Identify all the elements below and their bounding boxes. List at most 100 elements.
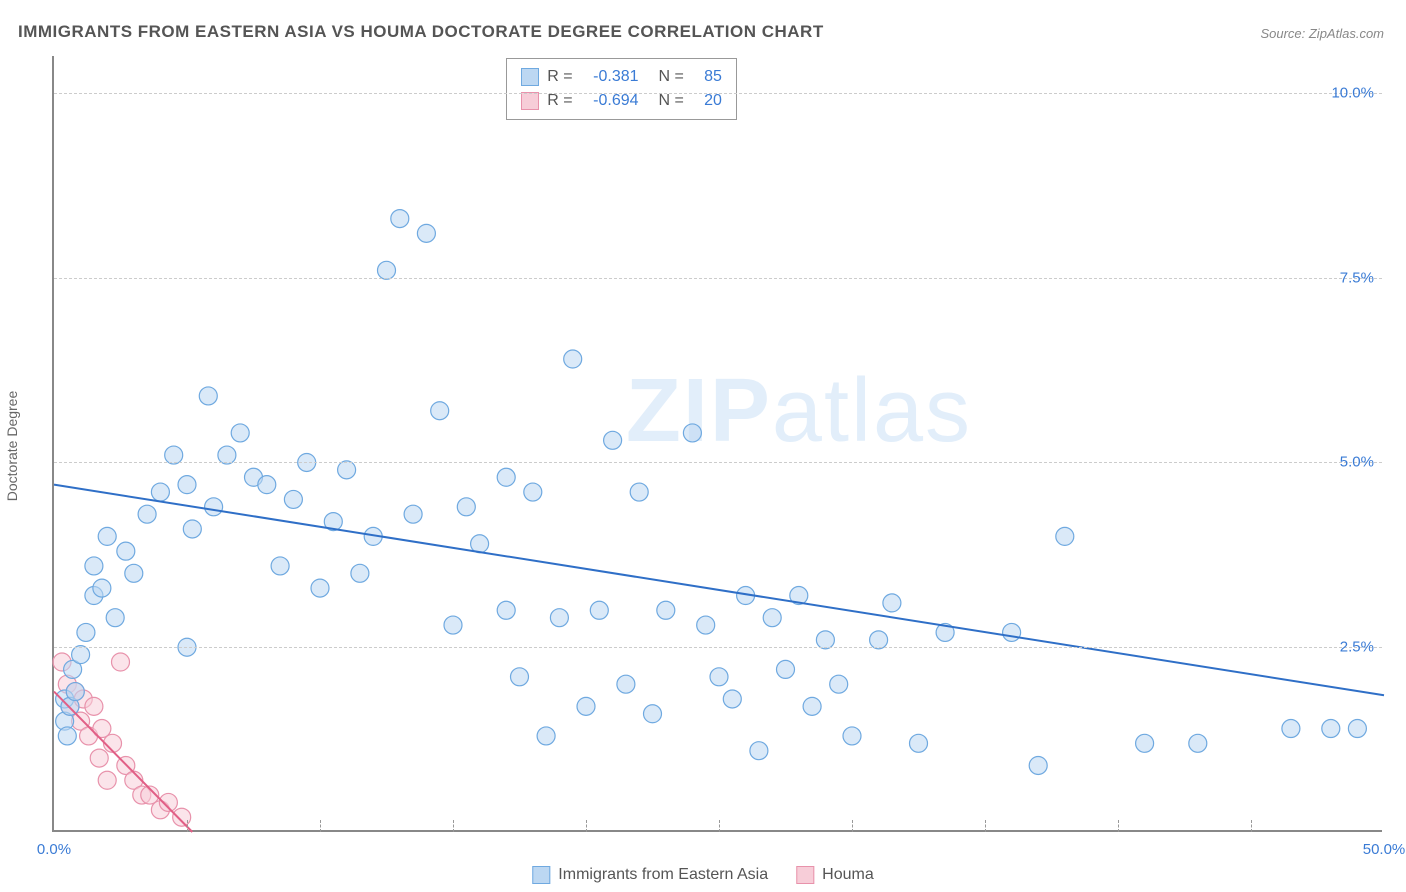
data-point <box>231 424 249 442</box>
data-point <box>112 653 130 671</box>
data-point <box>843 727 861 745</box>
data-point <box>351 564 369 582</box>
data-point <box>72 646 90 664</box>
x-tick-minor <box>1251 820 1252 832</box>
data-point <box>98 527 116 545</box>
gridline-h <box>54 93 1382 94</box>
y-tick-label: 10.0% <box>1331 84 1374 101</box>
legend-label: Houma <box>822 866 874 884</box>
data-point <box>338 461 356 479</box>
data-point <box>537 727 555 745</box>
legend-series: Immigrants from Eastern Asia Houma <box>532 866 873 884</box>
gridline-h <box>54 647 1382 648</box>
data-point <box>1029 756 1047 774</box>
data-point <box>577 697 595 715</box>
data-point <box>816 631 834 649</box>
data-point <box>431 402 449 420</box>
data-point <box>870 631 888 649</box>
data-point <box>710 668 728 686</box>
data-point <box>1189 734 1207 752</box>
data-point <box>165 446 183 464</box>
data-point <box>90 749 108 767</box>
data-point <box>697 616 715 634</box>
legend-series-item: Houma <box>796 866 874 884</box>
legend-swatch <box>532 866 550 884</box>
data-point <box>85 557 103 575</box>
data-point <box>404 505 422 523</box>
y-axis-label: Doctorate Degree <box>4 391 20 502</box>
data-point <box>151 483 169 501</box>
data-point <box>1003 623 1021 641</box>
data-point <box>391 210 409 228</box>
data-point <box>205 498 223 516</box>
y-tick-label: 7.5% <box>1340 269 1374 286</box>
data-point <box>550 609 568 627</box>
regression-line <box>54 692 192 832</box>
data-point <box>803 697 821 715</box>
data-point <box>777 660 795 678</box>
data-point <box>98 771 116 789</box>
data-point <box>604 431 622 449</box>
data-point <box>883 594 901 612</box>
x-tick-label: 0.0% <box>37 841 71 858</box>
data-point <box>617 675 635 693</box>
data-point <box>125 564 143 582</box>
source-label: Source: ZipAtlas.com <box>1260 26 1384 41</box>
data-point <box>1136 734 1154 752</box>
x-tick-minor <box>453 820 454 832</box>
data-point <box>284 490 302 508</box>
data-point <box>178 476 196 494</box>
data-point <box>723 690 741 708</box>
data-point <box>564 350 582 368</box>
data-point <box>66 683 84 701</box>
chart-title: IMMIGRANTS FROM EASTERN ASIA VS HOUMA DO… <box>18 22 824 42</box>
data-point <box>199 387 217 405</box>
legend-swatch <box>796 866 814 884</box>
legend-label: Immigrants from Eastern Asia <box>558 866 768 884</box>
data-point <box>106 609 124 627</box>
data-point <box>218 446 236 464</box>
chart-svg <box>54 56 1382 830</box>
y-tick-label: 2.5% <box>1340 639 1374 656</box>
data-point <box>417 224 435 242</box>
x-tick-minor <box>586 820 587 832</box>
data-point <box>910 734 928 752</box>
data-point <box>93 579 111 597</box>
data-point <box>58 727 76 745</box>
data-point <box>258 476 276 494</box>
data-point <box>497 468 515 486</box>
data-point <box>1322 720 1340 738</box>
data-point <box>590 601 608 619</box>
data-point <box>77 623 95 641</box>
data-point <box>497 601 515 619</box>
x-tick-minor <box>852 820 853 832</box>
gridline-h <box>54 278 1382 279</box>
data-point <box>138 505 156 523</box>
data-point <box>271 557 289 575</box>
x-tick-minor <box>320 820 321 832</box>
data-point <box>311 579 329 597</box>
x-tick-label: 50.0% <box>1363 841 1406 858</box>
data-point <box>750 742 768 760</box>
legend-series-item: Immigrants from Eastern Asia <box>532 866 768 884</box>
x-tick-minor <box>187 820 188 832</box>
data-point <box>1282 720 1300 738</box>
gridline-h <box>54 462 1382 463</box>
data-point <box>117 542 135 560</box>
y-tick-label: 5.0% <box>1340 454 1374 471</box>
plot-area: ZIPatlas R = -0.381 N = 85 R = -0.694 N … <box>52 56 1382 832</box>
data-point <box>183 520 201 538</box>
data-point <box>85 697 103 715</box>
x-tick-minor <box>985 820 986 832</box>
regression-line <box>54 485 1384 696</box>
data-point <box>457 498 475 516</box>
data-point <box>763 609 781 627</box>
x-tick-minor <box>719 820 720 832</box>
data-point <box>524 483 542 501</box>
data-point <box>830 675 848 693</box>
data-point <box>683 424 701 442</box>
x-tick-minor <box>1118 820 1119 832</box>
data-point <box>630 483 648 501</box>
data-point <box>511 668 529 686</box>
data-point <box>657 601 675 619</box>
